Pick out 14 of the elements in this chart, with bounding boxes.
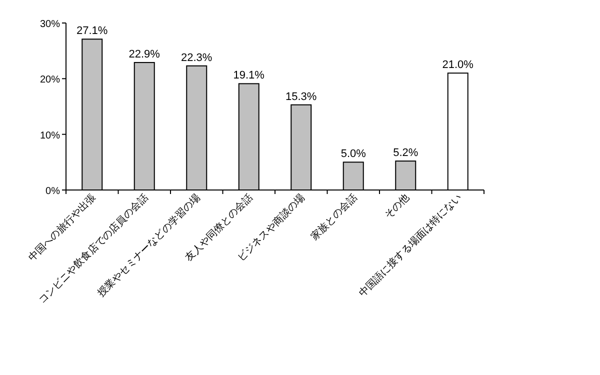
y-tick-label: 30%: [40, 19, 60, 30]
data-label: 27.1%: [76, 25, 108, 38]
x-tick-label: その他: [382, 192, 412, 222]
x-tick-label: 家族との会話: [308, 192, 360, 243]
data-label: 19.1%: [233, 70, 265, 82]
data-label: 5.0%: [340, 148, 366, 160]
y-tick-label: 20%: [40, 74, 60, 86]
data-label: 22.3%: [181, 52, 212, 64]
y-tick-label: 0%: [46, 186, 60, 197]
data-label: 15.3%: [286, 90, 317, 103]
y-tick-label: 10%: [40, 130, 60, 142]
data-label: 22.9%: [128, 48, 160, 61]
data-label: 5.2%: [393, 147, 418, 160]
data-label: 21.0%: [442, 59, 474, 72]
